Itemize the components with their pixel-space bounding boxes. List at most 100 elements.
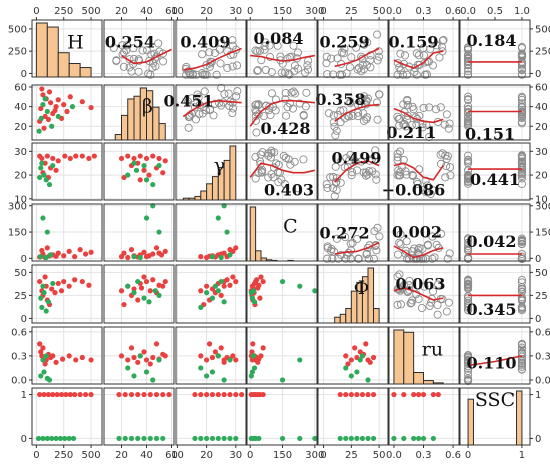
correlation-label-gamma-phi: 0.499 xyxy=(331,148,381,167)
y-tick-label-ru: 0.0 xyxy=(11,375,27,386)
open-point-beta-ru xyxy=(403,115,412,124)
scatter-point-phi-beta xyxy=(135,297,141,303)
scatter-point-ru-c xyxy=(248,373,254,379)
scatter-point-ssc-beta xyxy=(135,391,141,398)
open-point-beta-c xyxy=(254,101,263,110)
open-point-phi-ssc xyxy=(464,303,473,312)
scatter-point-gamma-beta xyxy=(156,162,162,169)
top-tick-label-ssc: 0.0 xyxy=(460,6,476,17)
scatter-point-ssc-gamma xyxy=(215,435,221,442)
correlation-label-h-c: 0.084 xyxy=(253,29,303,48)
open-point-c-ssc xyxy=(517,234,526,243)
open-point-gamma-c xyxy=(251,152,260,162)
open-point-phi-ru xyxy=(417,303,426,313)
open-point-h-beta xyxy=(152,52,161,61)
scatter-point-ru-beta xyxy=(147,361,153,367)
right-tick-label-ssc: 1 xyxy=(535,390,541,401)
open-point-beta-gamma xyxy=(184,123,193,132)
scatter-point-ssc-ru xyxy=(420,435,427,442)
open-point-gamma-phi xyxy=(371,146,380,155)
right-tick-label-h: 0 xyxy=(535,69,541,80)
scatter-point-ru-phi xyxy=(343,365,349,371)
scatter-point-ssc-h xyxy=(77,391,83,398)
histogram-bar-gamma xyxy=(229,145,237,201)
open-point-h-ru xyxy=(399,59,409,68)
y-tick-label-ssc: 1 xyxy=(21,390,27,401)
scatter-point-ssc-ru xyxy=(420,391,427,398)
scatter-point-phi-h xyxy=(50,280,56,287)
panel-border-gamma-c xyxy=(246,142,318,201)
scatter-point-ssc-gamma xyxy=(209,391,216,398)
open-point-c-ru xyxy=(423,240,432,249)
scatter-point-gamma-beta xyxy=(125,153,131,159)
open-point-beta-gamma xyxy=(210,99,220,108)
open-point-h-phi xyxy=(338,48,347,57)
open-point-beta-ru xyxy=(401,122,410,131)
scatter-point-ssc-h xyxy=(53,435,59,442)
scatter-point-c-beta xyxy=(158,252,165,258)
open-point-h-beta xyxy=(125,63,134,72)
open-point-beta-c xyxy=(291,89,300,98)
scatter-point-phi-c xyxy=(297,283,303,289)
scatter-point-gamma-h xyxy=(43,177,49,183)
open-point-c-ssc xyxy=(464,242,473,251)
scatter-point-ru-beta xyxy=(160,351,166,357)
open-point-beta-gamma xyxy=(219,98,228,107)
scatter-point-ru-c xyxy=(249,349,255,355)
scatter-point-beta-h xyxy=(64,108,70,115)
scatter-point-phi-beta xyxy=(141,295,147,301)
scatter-point-phi-c xyxy=(255,285,261,291)
scatter-point-beta-h xyxy=(39,86,45,92)
scatter-point-ru-c xyxy=(250,353,257,359)
open-point-h-phi xyxy=(373,56,382,65)
scatter-point-ssc-phi xyxy=(343,435,349,442)
scatter-point-ssc-c xyxy=(256,435,262,442)
open-point-gamma-ru xyxy=(396,168,405,177)
open-point-h-phi xyxy=(337,70,347,79)
open-point-gamma-c xyxy=(257,168,266,177)
histogram-bar-ru xyxy=(423,380,434,385)
open-point-gamma-phi xyxy=(331,178,340,187)
open-point-gamma-ru xyxy=(441,173,450,182)
scatter-point-phi-h xyxy=(52,290,58,296)
panel-border-beta-h xyxy=(31,84,103,141)
right-tick-label-phi: 25 xyxy=(535,291,548,302)
correlation-label-beta-gamma: 0.451 xyxy=(164,91,214,110)
top-tick-label-c: 150 xyxy=(273,6,292,17)
top-tick-label-ru: 0.0 xyxy=(386,6,402,17)
scatter-point-beta-h xyxy=(61,102,67,108)
scatter-point-ssc-h xyxy=(40,435,46,442)
panel-border-ru-ru xyxy=(388,326,460,385)
scatter-point-ssc-gamma xyxy=(215,391,221,398)
scatter-point-ru-gamma xyxy=(209,369,216,375)
scatter-point-ru-gamma xyxy=(227,357,233,363)
open-point-h-beta xyxy=(127,67,136,76)
right-tick-label-h: 500 xyxy=(535,24,550,35)
scatter-point-ssc-beta xyxy=(116,391,122,398)
scatter-point-ru-h xyxy=(50,353,56,359)
open-point-ru-ssc xyxy=(517,339,526,348)
scatter-point-ssc-gamma xyxy=(227,391,233,398)
loess-line-beta-c xyxy=(249,99,315,127)
scatter-point-ssc-ru xyxy=(411,391,417,398)
scatter-point-ssc-gamma xyxy=(221,435,227,442)
panel-border-phi-beta xyxy=(103,264,175,324)
y-tick-label-phi: 25 xyxy=(14,291,27,302)
y-tick-label-phi: 0 xyxy=(21,314,27,325)
scatter-point-ssc-gamma xyxy=(233,391,239,398)
scatter-point-c-h xyxy=(53,253,59,259)
open-point-h-beta xyxy=(149,59,158,68)
open-point-phi-ru xyxy=(395,270,404,279)
scatter-point-phi-beta xyxy=(152,288,158,294)
scatter-point-c-beta xyxy=(131,254,137,260)
scatter-point-ssc-c xyxy=(312,435,318,442)
scatter-point-ssc-ru xyxy=(435,391,441,398)
scatter-point-ru-phi xyxy=(343,353,349,359)
histogram-bar-ssc xyxy=(467,398,474,446)
histogram-bar-c xyxy=(249,206,257,262)
scatter-point-gamma-beta xyxy=(137,177,143,183)
panel-ssc-c-background xyxy=(247,388,317,445)
scatter-point-phi-c xyxy=(258,274,264,280)
open-point-ru-ssc xyxy=(517,348,526,357)
scatter-point-ssc-gamma xyxy=(198,391,204,398)
